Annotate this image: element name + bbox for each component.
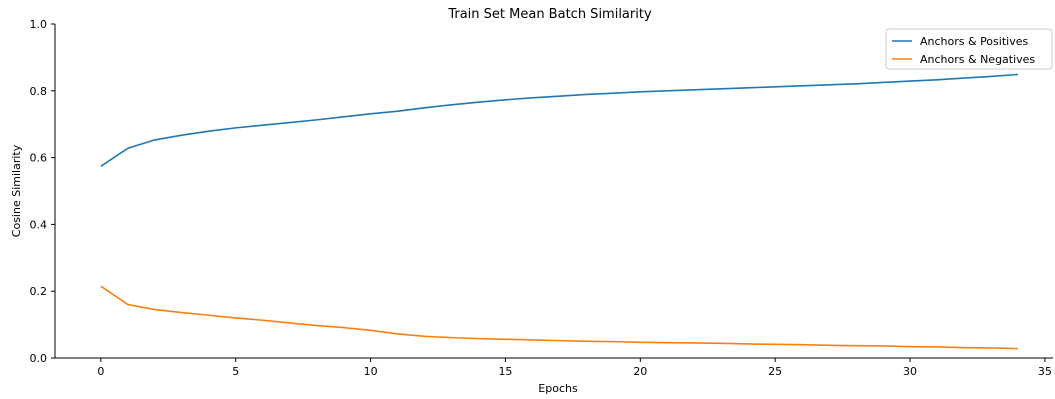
x-ticks: 0 5 10 15 20 25 30 35 xyxy=(97,358,1052,378)
legend-label: Anchors & Positives xyxy=(920,35,1028,48)
legend: Anchors & Positives Anchors & Negatives xyxy=(885,28,1053,70)
axes xyxy=(54,24,1053,359)
y-tick-label: 1.0 xyxy=(30,18,48,31)
x-tick-label: 20 xyxy=(633,365,647,378)
y-tick-label: 0.6 xyxy=(30,152,48,165)
legend-label: Anchors & Negatives xyxy=(920,53,1035,66)
y-tick-label: 0.8 xyxy=(30,85,48,98)
x-tick-label: 30 xyxy=(903,365,917,378)
x-tick-label: 5 xyxy=(232,365,239,378)
series-line-2 xyxy=(100,285,1018,350)
x-tick-label: 25 xyxy=(768,365,782,378)
y-tick-label: 0.4 xyxy=(30,218,48,231)
y-ticks: 0.0 0.2 0.4 0.6 0.8 1.0 xyxy=(30,18,55,365)
x-tick-label: 35 xyxy=(1038,365,1052,378)
series-lines xyxy=(100,73,1018,350)
chart-title: Train Set Mean Batch Similarity xyxy=(447,7,652,22)
y-tick-label: 0.2 xyxy=(30,285,48,298)
x-tick-label: 15 xyxy=(498,365,512,378)
x-tick-label: 10 xyxy=(364,365,378,378)
y-tick-label: 0.0 xyxy=(30,352,48,365)
legend-box xyxy=(885,28,1053,70)
x-axis-title: Epochs xyxy=(538,382,578,395)
y-axis-title: Cosine Similarity xyxy=(10,144,23,237)
x-tick-label: 0 xyxy=(97,365,104,378)
series-line-1 xyxy=(100,73,1018,167)
